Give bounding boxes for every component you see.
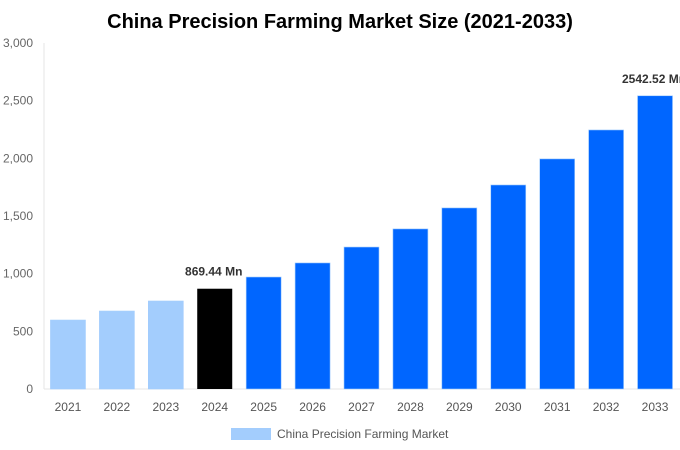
x-tick-label: 2028 bbox=[397, 400, 424, 414]
data-labels: 869.44 Mn 2542.52 Mn bbox=[185, 72, 680, 279]
y-tick-label: 0 bbox=[26, 382, 33, 396]
data-label: 869.44 Mn bbox=[185, 265, 242, 279]
x-tick-label: 2025 bbox=[250, 400, 277, 414]
x-tick-label: 2031 bbox=[544, 400, 571, 414]
x-tick-label: 2024 bbox=[201, 400, 228, 414]
y-tick-label: 500 bbox=[13, 324, 33, 338]
bar-2025[interactable] bbox=[245, 276, 282, 390]
data-label: 2542.52 Mn bbox=[622, 72, 680, 86]
bar-2028[interactable] bbox=[392, 228, 429, 390]
bar-2032[interactable] bbox=[588, 129, 624, 390]
bar-2022[interactable] bbox=[99, 310, 135, 390]
bars bbox=[50, 95, 673, 390]
chart-title: China Precision Farming Market Size (202… bbox=[107, 11, 573, 33]
x-tick-label: 2032 bbox=[593, 400, 620, 414]
x-tick-label: 2033 bbox=[642, 400, 669, 414]
y-tick-label: 1,500 bbox=[3, 209, 33, 223]
x-tick-label: 2023 bbox=[152, 400, 179, 414]
x-tick-label: 2030 bbox=[495, 400, 522, 414]
bar-2023[interactable] bbox=[148, 300, 184, 390]
bar-2029[interactable] bbox=[441, 207, 478, 390]
x-tick-label: 2026 bbox=[299, 400, 326, 414]
bar-2024[interactable] bbox=[197, 288, 233, 389]
legend-swatch bbox=[231, 428, 271, 440]
bar-2033[interactable] bbox=[637, 95, 673, 390]
bar-2031[interactable] bbox=[539, 158, 575, 390]
bar-2027[interactable] bbox=[343, 246, 380, 390]
legend-label: China Precision Farming Market bbox=[277, 427, 449, 441]
y-tick-label: 2,500 bbox=[3, 94, 33, 108]
x-tick-label: 2029 bbox=[446, 400, 473, 414]
bar-2026[interactable] bbox=[294, 262, 331, 390]
bar-2030[interactable] bbox=[490, 184, 527, 390]
y-tick-label: 2,000 bbox=[3, 151, 33, 165]
x-axis: 2021 2022 2023 2024 2025 2026 2027 2028 2029 2030… bbox=[55, 400, 669, 414]
x-tick-label: 2021 bbox=[55, 400, 82, 414]
x-tick-label: 2022 bbox=[104, 400, 131, 414]
bar-2021[interactable] bbox=[50, 319, 86, 390]
legend[interactable]: China Precision Farming Market bbox=[231, 427, 449, 441]
y-tick-label: 1,000 bbox=[3, 267, 33, 281]
y-tick-label: 3,000 bbox=[3, 36, 33, 50]
x-tick-label: 2027 bbox=[348, 400, 375, 414]
